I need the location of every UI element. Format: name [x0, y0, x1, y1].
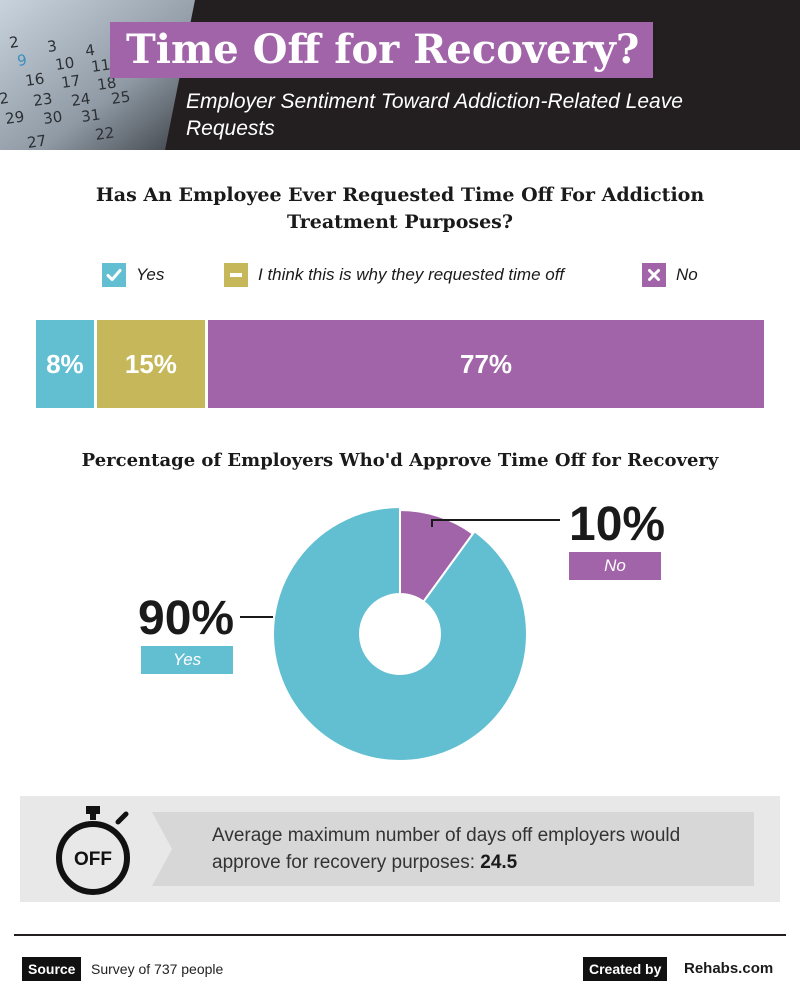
- calendar-number: 31: [80, 105, 101, 125]
- calendar-number: 3: [46, 37, 58, 56]
- leader-line-no: [431, 519, 560, 527]
- calendar-number: 2: [0, 89, 10, 108]
- check-icon: [102, 263, 126, 287]
- bar-label: 8%: [46, 348, 84, 379]
- calendar-number: 10: [54, 53, 75, 73]
- legend-item-no: No: [642, 262, 698, 288]
- stat-description: Average maximum number of days off emplo…: [212, 825, 681, 873]
- bar-segment-maybe: 15%: [96, 320, 206, 408]
- calendar-number: 25: [110, 87, 131, 107]
- donut-tag-yes: Yes: [141, 646, 233, 674]
- calendar-number: 29: [4, 107, 25, 127]
- brand-name: Rehabs.com: [684, 960, 774, 977]
- donut-chart-title: Percentage of Employers Who'd Approve Ti…: [81, 450, 719, 471]
- donut-slice-yes: [272, 505, 528, 762]
- legend-label-yes: Yes: [136, 265, 165, 284]
- calendar-number: 11: [90, 55, 111, 75]
- stat-value: 24.5: [480, 852, 518, 873]
- calendar-number: 4: [84, 41, 96, 60]
- calendar-number: 24: [70, 89, 91, 109]
- created-by-label: Created by: [583, 957, 668, 981]
- x-icon: [642, 263, 666, 287]
- legend-label-maybe: I think this is why they requested time …: [258, 265, 565, 284]
- bar-label: 77%: [459, 348, 513, 379]
- legend-label-no: No: [676, 265, 698, 284]
- stat-arrow-panel: Average maximum number of days off emplo…: [152, 812, 754, 886]
- calendar-number: 23: [32, 89, 53, 109]
- bar-label: 15%: [124, 348, 177, 379]
- calendar-number: 18: [96, 73, 117, 93]
- page-subtitle: Employer Sentiment Toward Addiction-Rela…: [186, 90, 683, 140]
- stopwatch-icon: OFF: [56, 806, 130, 895]
- page-title: Time Off for Recovery?: [110, 22, 654, 78]
- minus-icon: [224, 263, 248, 287]
- calendar-number: 17: [60, 71, 81, 91]
- calendar-number: 9: [16, 51, 28, 70]
- calendar-number: 2: [8, 33, 20, 52]
- stat-callout: OFF Average maximum number of days off e…: [20, 796, 780, 902]
- calendar-number: 27: [26, 131, 47, 150]
- source-text: Survey of 737 people: [91, 961, 224, 977]
- stacked-bar-chart: 8% 15% 77%: [36, 320, 764, 408]
- legend-item-yes: Yes: [102, 262, 164, 288]
- donut-tag-no: No: [569, 552, 661, 580]
- calendar-number: 16: [24, 69, 45, 89]
- stopwatch-label: OFF: [74, 849, 112, 870]
- source-label: Source: [22, 957, 82, 981]
- footer-divider: [14, 934, 786, 936]
- donut-value-yes: 90%: [138, 592, 235, 645]
- donut-value-no: 10%: [569, 498, 666, 551]
- donut-chart: [240, 505, 560, 762]
- stat-text: Average maximum number of days off emplo…: [212, 822, 742, 876]
- bar-chart-title: Has An Employee Ever Requested Time Off …: [95, 184, 705, 233]
- header-banner: 2 3 4 9 10 11 16 17 18 2 23 24 25 29 30 31 22 27 Time Off…: [0, 0, 800, 150]
- bar-segment-yes: 8%: [36, 320, 94, 408]
- legend-item-maybe: I think this is why they requested time …: [224, 262, 564, 288]
- bar-segment-no: 77%: [208, 320, 764, 408]
- calendar-number: 30: [42, 107, 63, 127]
- calendar-number: 22: [94, 123, 115, 143]
